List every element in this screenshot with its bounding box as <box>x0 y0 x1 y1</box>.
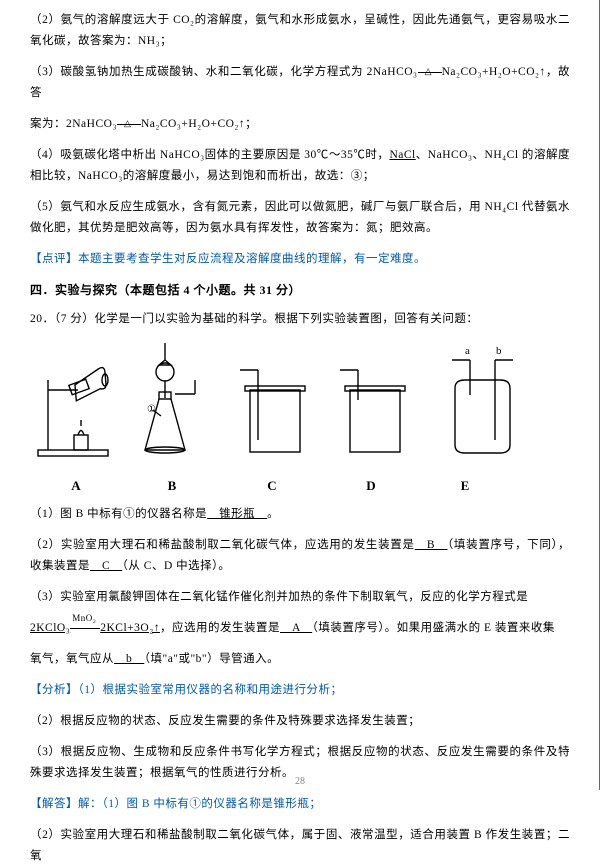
t: 2KCl+3O₂↑ <box>100 622 160 634</box>
t: ，应选用的发生装置是 <box>160 622 280 634</box>
eq: 2KClO₃MnO₂2KCl+3O₂↑ <box>30 622 160 634</box>
diagram-labels: A B C D E <box>30 478 570 494</box>
ans: b <box>114 653 144 665</box>
label-a: A <box>30 478 122 494</box>
t: （填装置序号）。如果用盛满水的 E 装置来收集 <box>312 622 555 634</box>
t: 案为：2NaHCO₃ <box>30 118 117 130</box>
para-5: （5）氨气和水反应生成氨水，含有氮元素，因此可以做氮肥，碱厂与氨厂联合后，用 N… <box>30 197 570 239</box>
ans: B <box>415 539 448 551</box>
para-2: （2）氨气的溶解度远大于 CO₂的溶解度，氨气和水形成氨水，呈碱性，因此先通氨气… <box>30 10 570 52</box>
catalyst: MnO₂ <box>70 618 100 639</box>
apparatus-b: ① <box>145 343 195 453</box>
reaction-arrow <box>117 124 141 125</box>
analysis-2: （2）根据反应物的状态、反应发生需要的条件及特殊要求选择发生装置； <box>30 711 570 732</box>
t: Na₂CO₃+H₂O+CO₂↑； <box>141 118 257 130</box>
underline: NaCl <box>389 149 415 161</box>
reaction-arrow <box>418 72 442 73</box>
comment: 【点评】本题主要考查学生对反应流程及溶解度曲线的理解，有一定难度。 <box>30 249 570 270</box>
q2: （2）实验室用大理石和稀盐酸制取二氧化碳气体，应选用的发生装置是 B （填装置序… <box>30 535 570 577</box>
svg-text:a: a <box>465 345 470 357</box>
label-c: C <box>222 478 322 494</box>
q3eq: 2KClO₃MnO₂2KCl+3O₂↑，应选用的发生装置是 A （填装置序号）。… <box>30 618 570 639</box>
q3a: （3）实验室用氯酸钾固体在二氧化锰作催化剂并加热的条件下制取氧气，反应的化学方程… <box>30 587 570 608</box>
label-b: B <box>122 478 222 494</box>
ans: 锥形瓶 <box>207 508 267 520</box>
t: （从 C、D 中选择）。 <box>122 560 230 572</box>
t: （1）图 B 中标有①的仪器名称是 <box>30 508 207 520</box>
ans: C <box>90 560 122 572</box>
para-4: （4）吸氨碳化塔中析出 NaHCO₃固体的主要原因是 30℃～35℃时，NaCl… <box>30 145 570 187</box>
t: 。 <box>267 508 279 520</box>
t: （2）实验室用大理石和稀盐酸制取二氧化碳气体，应选用的发生装置是 <box>30 539 415 551</box>
t: （3）碳酸氢钠加热生成碳酸钠、水和二氧化碳，化学方程式为 2NaHCO₃ <box>30 66 418 78</box>
ans: A <box>280 622 312 634</box>
t: （填"a"或"b"）导管通入。 <box>144 653 279 665</box>
apparatus-e: a b <box>452 345 513 453</box>
label-e: E <box>420 478 510 494</box>
q3d: 氧气，氧气应从 b （填"a"或"b"）导管通入。 <box>30 649 570 670</box>
apparatus-diagram: ① a b <box>30 340 570 470</box>
page-number: 28 <box>0 776 600 787</box>
solution-2: （2）实验室用大理石和稀盐酸制取二氧化碳气体，属于固、液常温型，适合用装置 B … <box>30 825 570 867</box>
apparatus-d <box>340 370 405 452</box>
analysis-1: 【分析】（1）根据实验室常用仪器的名称和用途进行分析； <box>30 680 570 701</box>
solution-1: 【解答】解：（1）图 B 中标有①的仪器名称是锥形瓶； <box>30 794 570 815</box>
t: （4）吸氨碳化塔中析出 NaHCO₃固体的主要原因是 30℃～35℃时， <box>30 149 389 161</box>
svg-text:①: ① <box>147 404 156 415</box>
t: 2KClO₃ <box>30 622 70 634</box>
section-heading: 四．实验与探究（本题包括 4 个小题。共 31 分） <box>30 280 570 301</box>
q1: （1）图 B 中标有①的仪器名称是 锥形瓶 。 <box>30 504 570 525</box>
para-3: （3）碳酸氢钠加热生成碳酸钠、水和二氧化碳，化学方程式为 2NaHCO₃Na₂C… <box>30 62 570 104</box>
svg-text:b: b <box>496 345 502 357</box>
q20-intro: 20．（7 分）化学是一门以实验为基础的科学。根据下列实验装置图，回答有关问题： <box>30 309 570 330</box>
apparatus-c <box>240 370 305 452</box>
para-3b: 案为：2NaHCO₃ Na₂CO₃+H₂O+CO₂↑； <box>30 114 570 135</box>
label-d: D <box>322 478 420 494</box>
apparatus-a <box>38 367 108 456</box>
t: 氧气，氧气应从 <box>30 653 114 665</box>
